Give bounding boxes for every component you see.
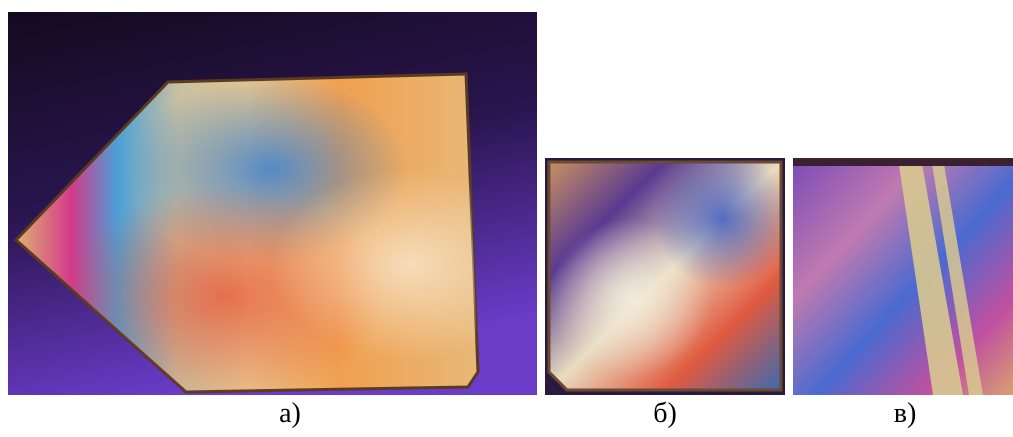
panel-label: б) [625, 398, 705, 430]
photo-b [545, 158, 785, 395]
photo-a [8, 12, 537, 395]
photo-c [793, 158, 1013, 395]
page: а) б) в) (() => { const data = JSON.pars… [0, 0, 1013, 437]
panel-label: а) [250, 398, 330, 430]
panel-label: в) [865, 398, 945, 430]
